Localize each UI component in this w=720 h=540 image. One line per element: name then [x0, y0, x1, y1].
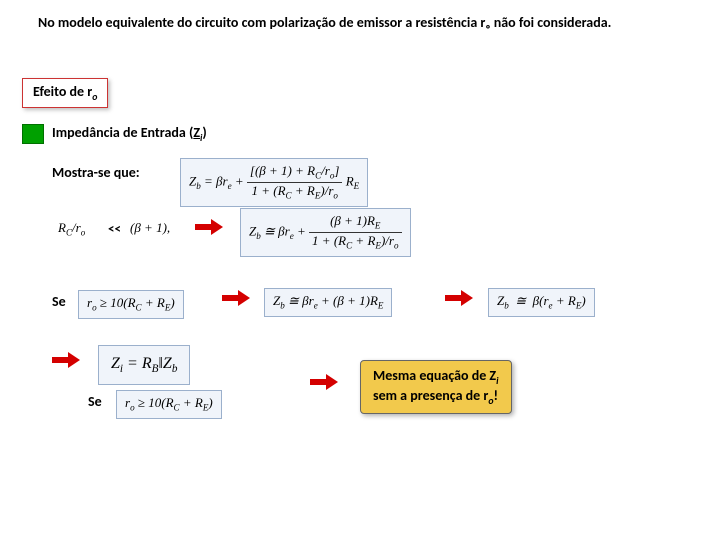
formula-zb-approx-3: Zb ≅ β(re + RE): [488, 288, 595, 317]
callout-box: Mesma equação de Zisem a presença de ro!: [360, 360, 512, 414]
formula-beta-plus-1: (β + 1),: [130, 220, 170, 236]
intro-text: No modelo equivalente do circuito com po…: [38, 14, 680, 32]
arrow-icon: [310, 375, 340, 389]
arrow-icon: [222, 291, 252, 305]
formula-zb-main: Zb = βre + [(β + 1) + RC/ro]1 + (RC + RE…: [180, 158, 368, 207]
mostra-text: Mostra-se que:: [52, 164, 140, 181]
formula-zb-approx-1: Zb ≅ βre + (β + 1)RE1 + (RC + RE)/ro: [240, 208, 411, 257]
formula-zb-approx-2: Zb ≅ βre + (β + 1)RE: [264, 288, 392, 317]
se-label-2: Se: [88, 393, 102, 410]
arrow-icon: [445, 291, 475, 305]
bullet-green-square: [22, 124, 44, 144]
arrow-icon: [195, 220, 225, 234]
formula-condition-2: ro ≥ 10(RC + RE): [116, 390, 222, 419]
formula-zi: Zi = RB‖Zb: [98, 345, 190, 385]
formula-condition-1: ro ≥ 10(RC + RE): [78, 290, 184, 319]
subsection-title: Impedância de Entrada (Zi): [52, 124, 207, 144]
se-label-1: Se: [52, 293, 66, 310]
section-label: Efeito de ro: [22, 78, 108, 108]
formula-rc-ro: RC/ro: [58, 220, 85, 238]
arrow-icon: [52, 353, 82, 367]
much-less-than: <<: [108, 222, 121, 237]
